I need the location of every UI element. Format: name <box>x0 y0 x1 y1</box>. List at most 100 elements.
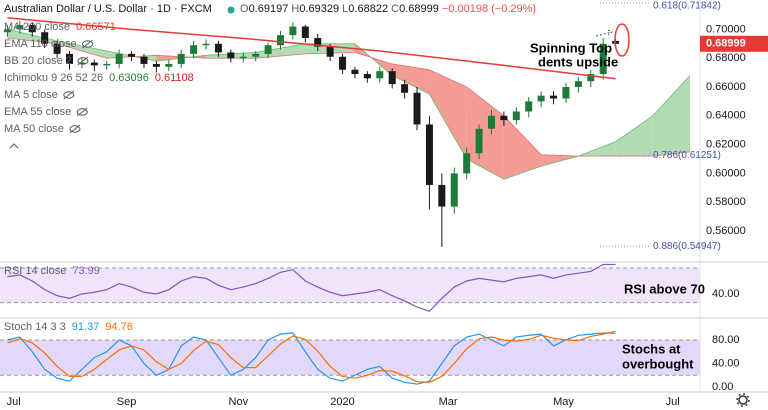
y-tick-label: 0.00 <box>712 381 733 393</box>
cloud-segment <box>466 86 504 180</box>
eye-outline <box>82 40 94 48</box>
candle-body <box>413 92 421 125</box>
indicator-name: MA 50 close <box>4 123 64 135</box>
ohlc-value: 0.69329 <box>299 3 339 15</box>
fib-label: 0.786(0.61251) <box>653 150 721 161</box>
candle-body <box>363 74 371 79</box>
cloud-segment <box>429 69 467 160</box>
annotation: Spinning Top <box>530 40 612 55</box>
indicator-name: MA 200 close <box>4 21 70 33</box>
band <box>0 267 700 303</box>
pane-value: 94.76 <box>105 321 133 333</box>
cloud-segment <box>392 63 430 95</box>
ohlc-value: 0.68999 <box>399 3 439 15</box>
candle-body <box>289 26 297 36</box>
y-tick-label: 80.00 <box>712 334 740 346</box>
indicator-line <box>7 263 616 313</box>
ohlc-legend: O0.69197 H0.69329 L0.68822 C0.68999 −0.0… <box>240 3 536 15</box>
eye-strike <box>69 124 81 134</box>
candle-body <box>276 35 284 46</box>
hidden-eye-icon[interactable] <box>63 90 75 100</box>
indicator-name: MA 5 close <box>4 89 58 101</box>
collapse-icon[interactable] <box>9 143 19 149</box>
candle-body <box>202 43 210 46</box>
candle-body <box>339 56 347 70</box>
y-tick-label: 0.66000 <box>706 81 746 93</box>
annotation: Stochs at <box>622 341 681 356</box>
last-price-tag <box>700 35 768 52</box>
candle-body <box>264 45 272 54</box>
indicator-line <box>7 332 616 385</box>
y-tick-label: 0.58000 <box>706 196 746 208</box>
candle-body <box>450 173 458 207</box>
indicator-name: Ichimoku 9 26 52 26 <box>4 72 103 84</box>
candle-body <box>165 63 173 67</box>
indicator-name: EMA 110 close <box>4 38 77 50</box>
status-dot <box>227 6 235 14</box>
y-tick-label: 0.64000 <box>706 110 746 122</box>
x-tick-label: Nov <box>229 396 249 408</box>
y-tick-label: 0.60000 <box>706 167 746 179</box>
annotation: overbought <box>622 356 694 371</box>
candle-body <box>190 45 198 54</box>
hidden-eye-icon[interactable] <box>76 107 88 117</box>
pane-title: Stoch 14 3 3 <box>4 321 66 333</box>
indicator-value: 0.61108 <box>155 72 194 84</box>
candle-body <box>53 43 61 54</box>
candle-body <box>301 26 309 39</box>
candle-body <box>562 86 570 99</box>
hidden-eye-icon[interactable] <box>69 124 81 134</box>
candle-body <box>525 101 533 112</box>
candle-body <box>574 81 582 87</box>
y-tick-label: 0.56000 <box>706 225 746 237</box>
candle-body <box>152 63 160 67</box>
hidden-eye-icon[interactable] <box>77 56 89 66</box>
ohlc-value: 0.68822 <box>348 3 388 15</box>
candle-body <box>177 53 185 64</box>
band <box>0 339 700 376</box>
fib-label: 0.886(0.54947) <box>653 241 721 252</box>
eye-strike <box>77 56 89 66</box>
indicator-name: EMA 55 close <box>4 106 71 118</box>
indicator-line <box>7 330 616 383</box>
y-tick-label: 0.68000 <box>706 52 746 64</box>
candle-body <box>351 69 359 75</box>
candle-body <box>140 56 148 64</box>
candle-body <box>314 38 322 47</box>
pane-value: 73.99 <box>72 265 100 277</box>
x-tick-label: 2020 <box>330 396 354 408</box>
candle-body <box>376 71 384 79</box>
candle-body <box>512 111 520 121</box>
ohlc-label: H <box>291 3 299 15</box>
candle-body <box>326 46 334 57</box>
eye-outline <box>77 57 89 65</box>
candle-body <box>401 84 409 93</box>
candle-body <box>463 153 471 174</box>
annotation: RSI above 70 <box>624 281 705 296</box>
candle-body <box>214 43 222 53</box>
y-tick-label: 40.00 <box>712 288 740 300</box>
x-tick-label: May <box>553 396 574 408</box>
x-tick-label: Mar <box>439 396 458 408</box>
candle-body <box>500 115 508 121</box>
candle-body <box>90 62 98 66</box>
indicator-value: 0.66571 <box>76 21 116 33</box>
cloud-segment <box>503 115 542 180</box>
eye-strike <box>63 90 75 100</box>
cloud-span <box>7 37 691 157</box>
highlight-ellipse <box>614 23 630 57</box>
settings-icon[interactable] <box>736 393 750 407</box>
candle-body <box>115 53 123 64</box>
candle-body <box>587 74 595 82</box>
pane-value: 91.37 <box>72 321 100 333</box>
y-tick-label: 0.70000 <box>706 23 746 35</box>
candle-body <box>438 184 446 207</box>
cloud-segment <box>652 75 691 157</box>
candle-body <box>41 32 49 44</box>
hidden-eye-icon[interactable] <box>82 39 94 49</box>
arrow <box>595 29 613 37</box>
eye-outline <box>76 108 88 116</box>
ohlc-value: 0.69197 <box>249 3 289 15</box>
